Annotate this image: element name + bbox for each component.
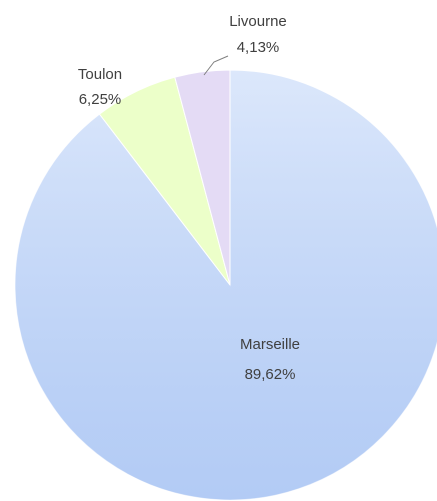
slice-label: Marseille bbox=[240, 336, 300, 353]
slice-value-label: 4,13% bbox=[237, 39, 280, 56]
leader-line bbox=[203, 55, 229, 76]
slice-value-label: 89,62% bbox=[245, 366, 296, 383]
slice-shade bbox=[15, 70, 437, 500]
slice-label: Livourne bbox=[229, 13, 287, 30]
slice-label: Toulon bbox=[78, 66, 122, 83]
pie bbox=[14, 69, 437, 501]
slice-value-label: 6,25% bbox=[79, 91, 122, 108]
pie-slice bbox=[174, 69, 231, 286]
